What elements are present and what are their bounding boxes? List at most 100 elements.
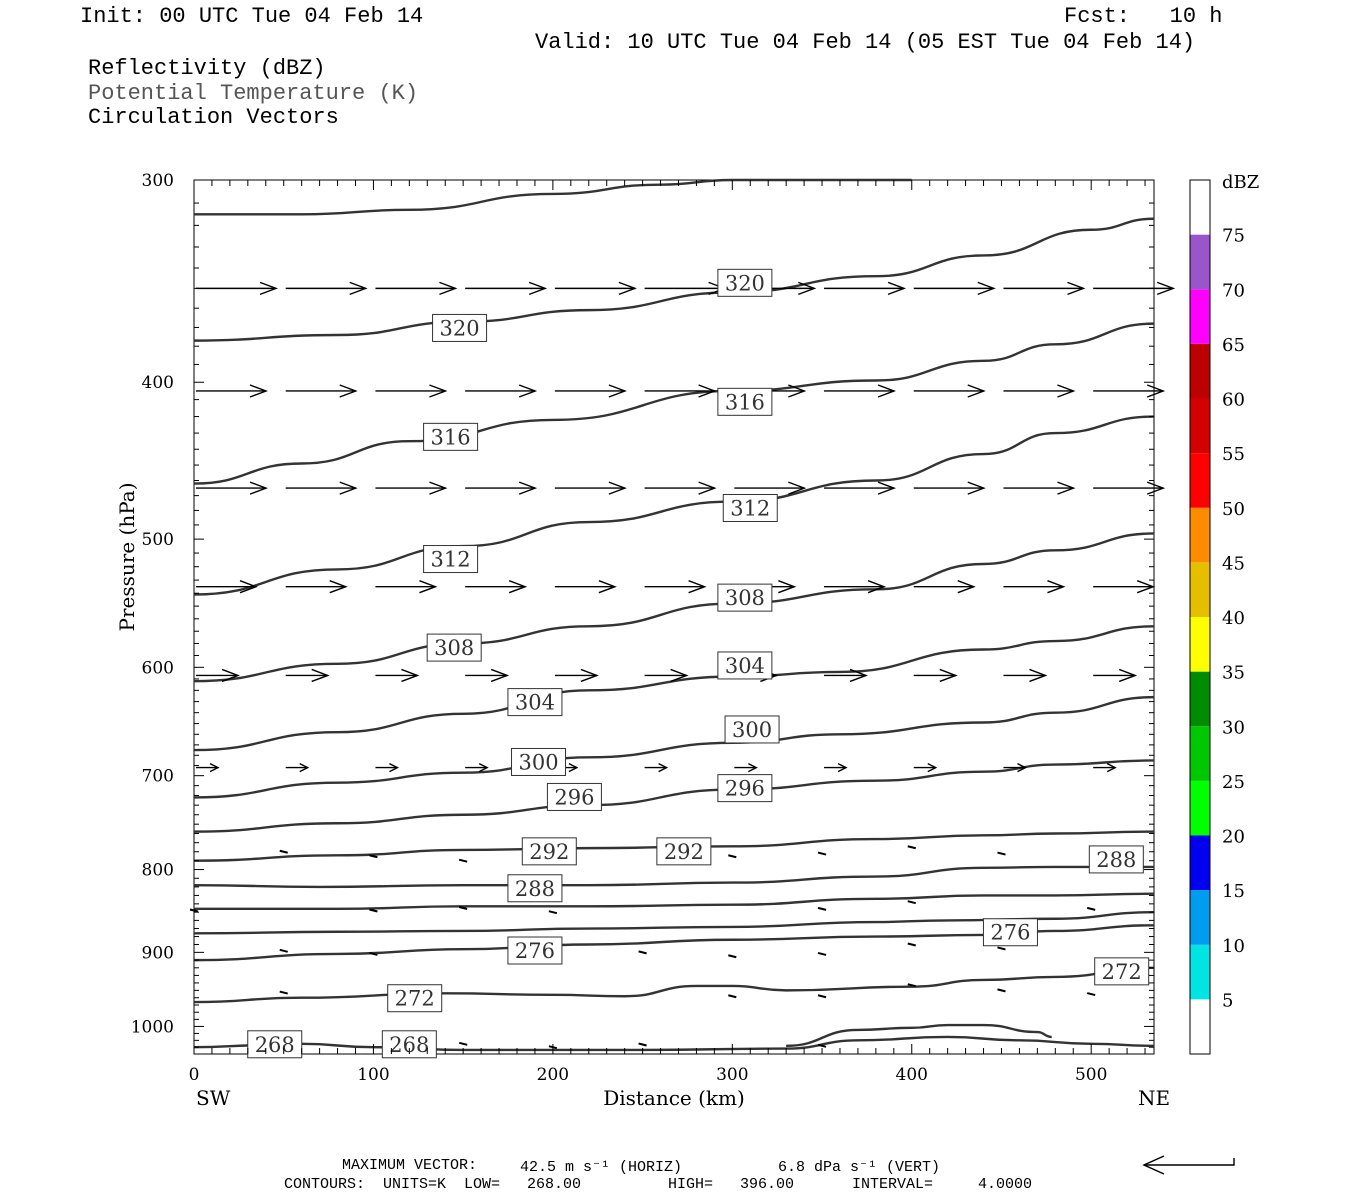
contour-label: 312 [730,496,770,520]
contours-interval: INTERVAL= 4.0000 [852,1176,1033,1193]
vector-head [209,762,220,773]
vector-head [977,281,996,296]
vector-small [279,948,288,953]
vector-small [458,858,468,863]
x-tick-label: 100 [357,1065,389,1085]
vector-head [329,580,348,594]
vector-head [1118,668,1138,683]
plot-border [193,179,1155,1055]
colorbar-swatch [1190,398,1210,454]
vector-small [279,990,288,995]
vector-head [778,580,797,594]
colorbar-level-label: 45 [1222,553,1245,574]
contour-label: 288 [515,877,555,901]
vector-small [817,994,827,999]
colorbar-swatch [1190,289,1210,344]
contour-label-box [507,688,563,717]
vector-small [458,1041,468,1046]
x-axis-title: Distance (km) [603,1086,745,1110]
vector-head [518,481,538,495]
vector-head [608,481,627,495]
vector-head [598,580,617,594]
vector-small [817,1043,827,1048]
vector-small [997,946,1006,951]
vector-small [907,983,916,988]
contour-label: 272 [395,987,435,1011]
vector-head [698,481,717,495]
colorbar-level-label: 50 [1222,499,1245,520]
contour-label-box [717,387,773,416]
vector-head [439,281,458,296]
vector-head [798,281,817,296]
vector-head [311,668,330,683]
vector-head [339,384,358,398]
vector-head [877,384,897,398]
x-end-label-right: NE [1138,1086,1170,1110]
valid-time: Valid: 10 UTC Tue 04 Feb 14 (05 EST Tue … [535,30,1196,55]
contours-high: HIGH= 396.00 [668,1176,795,1193]
theta-contour-line [194,892,1155,911]
theta-contour-line [193,322,1155,485]
contour-label-box [717,268,773,297]
x-end-label-left: SW [196,1086,231,1110]
vector-head [478,762,489,773]
y-axis-title: Pressure (hPa) [115,483,139,632]
max-vector-horiz: 42.5 m s⁻¹ (HORIZ) [520,1159,683,1176]
theta-contour-line [193,1035,1155,1052]
vector-head [401,668,420,683]
vector-small [1086,992,1096,997]
colorbar-swatch [1190,780,1210,836]
plot-frame [193,179,1155,1055]
colorbar-swatch [1190,999,1210,1054]
vector-head [748,762,758,773]
contour-label: 308 [434,636,474,660]
vector-head [518,384,538,398]
vector-head [1057,481,1076,495]
vector-small [458,906,468,910]
colorbar-swatch [1190,507,1210,563]
colorbar-level-label: 75 [1222,226,1245,247]
colorbar-swatch [1190,453,1210,508]
theta-contour-line [193,759,1155,833]
colorbar-level-label: 20 [1222,827,1245,848]
contour-label: 312 [431,548,471,572]
vector-head [1146,384,1166,398]
x-tick-label: 400 [896,1065,928,1085]
contour-label: 320 [440,316,480,340]
vector-small [907,845,916,850]
contour-label: 316 [431,425,471,449]
colorbar-level-label: 55 [1222,444,1245,465]
vector-head [698,384,717,398]
max-vector-shaft [1144,1158,1235,1166]
vector-small [369,951,378,956]
reflectivity-colorbar: 5 10 15 20 25 30 35 40 45 50 55 60 65 70 75 dBZ [1189,172,1259,1055]
y-tick-label: 700 [142,767,174,787]
theta-contour-line [193,217,1155,342]
contour-labels: 320 320 316 316 312 312 308 308 304 304 300 300 296 2… [247,268,1150,1059]
contour-label-box [511,747,567,776]
vector-head [939,668,958,683]
colorbar-level-label: 30 [1222,717,1245,738]
contour-label: 300 [732,718,772,742]
contour-label: 272 [1102,960,1142,984]
colorbar-swatch [1190,180,1210,235]
contour-label: 300 [518,750,558,774]
vector-head [1017,762,1028,773]
vector-head [1106,762,1117,773]
init-time: Init: 00 UTC Tue 04 Feb 14 [80,4,424,29]
colorbar-swatch [1190,234,1210,290]
theta-contour-line [193,865,1154,889]
vector-small [728,854,737,859]
vector-small [369,854,378,859]
vector-head [249,384,268,398]
contour-label-box [247,1030,303,1059]
vector-head [788,384,807,398]
vector-small [817,906,827,911]
vector-head [1047,580,1066,594]
vector-small [638,1042,647,1047]
forecast-hour: Fcst: 10 h [1064,4,1223,29]
vector-head [349,281,368,296]
vector-head [849,668,869,683]
vector-small [1086,906,1096,911]
